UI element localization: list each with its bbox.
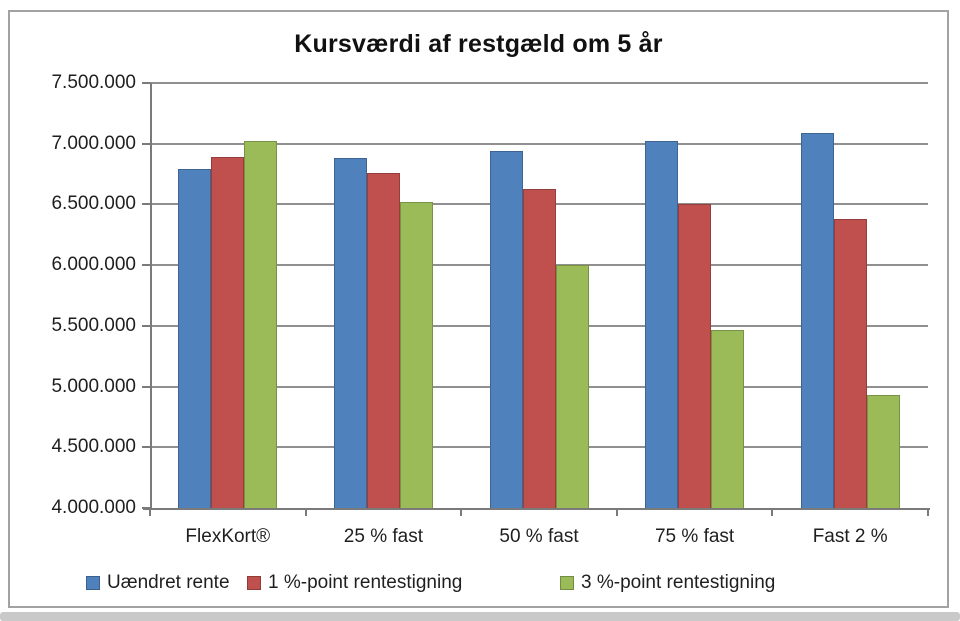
plot-area <box>150 83 928 508</box>
bar-2-series-1 <box>333 158 367 508</box>
x-axis-category-label: 75 % fast <box>654 526 735 547</box>
legend-item: 3 %-point rentestigning <box>560 572 775 594</box>
bar-3-series-1 <box>489 151 523 508</box>
y-axis-tick <box>142 385 150 388</box>
bar-1-series-1 <box>178 169 212 508</box>
y-axis-tick <box>142 264 150 267</box>
bar-2-series-3 <box>399 202 433 508</box>
x-axis-category-label: Fast 2 % <box>812 526 888 547</box>
gridline <box>150 82 928 84</box>
x-axis-category-label: FlexKort® <box>185 526 271 547</box>
y-axis-tick-label: 4.500.000 <box>51 436 136 458</box>
bar-3-series-3 <box>555 265 589 508</box>
bar-4-series-1 <box>645 141 679 508</box>
legend-item: 1 %-point rentestigning <box>247 572 462 594</box>
x-axis-tick <box>149 510 151 516</box>
y-axis-tick-label: 5.000.000 <box>51 375 136 397</box>
y-axis-tick-label: 7.000.000 <box>51 132 136 154</box>
x-axis-tick <box>927 510 929 516</box>
bar-4-series-3 <box>711 329 745 508</box>
legend-swatch-icon <box>560 576 574 590</box>
y-axis-tick <box>142 324 150 327</box>
legend-label: 1 %-point rentestigning <box>268 572 463 593</box>
x-axis-category-label: 50 % fast <box>499 526 579 547</box>
bar-1-series-2 <box>211 157 245 508</box>
y-axis-tick <box>142 203 150 206</box>
legend-swatch-icon <box>86 576 100 590</box>
bar-5-series-2 <box>833 219 867 508</box>
x-axis-tick <box>460 510 463 516</box>
bar-1-series-3 <box>244 141 278 508</box>
legend-label: Uændret rente <box>107 572 230 593</box>
legend-item: Uændret rente <box>86 572 230 594</box>
y-axis-line <box>150 83 152 510</box>
bar-5-series-3 <box>866 395 900 508</box>
bottom-divider <box>0 612 960 621</box>
y-axis-tick <box>142 507 150 509</box>
y-axis-tick <box>142 142 150 145</box>
bar-3-series-2 <box>522 188 556 508</box>
bar-5-series-1 <box>800 132 834 508</box>
x-axis-tick <box>615 510 618 516</box>
y-axis-tick-label: 5.500.000 <box>51 314 136 336</box>
y-axis-tick-label: 7.500.000 <box>51 72 136 93</box>
chart-title: Kursværdi af restgæld om 5 år <box>294 30 663 58</box>
y-axis-tick-label: 4.000.000 <box>51 497 136 518</box>
y-axis-tick-label: 6.000.000 <box>51 254 136 276</box>
legend-label: 3 %-point rentestigning <box>581 572 776 593</box>
gridline <box>150 142 928 145</box>
y-axis-tick <box>142 446 150 449</box>
x-axis-tick <box>304 510 307 516</box>
legend-swatch-icon <box>247 576 261 590</box>
bar-4-series-2 <box>678 204 712 508</box>
x-axis-tick <box>771 510 774 516</box>
bar-2-series-2 <box>366 172 400 508</box>
y-axis-tick <box>142 82 150 84</box>
x-axis-category-label: 25 % fast <box>343 526 423 547</box>
y-axis-tick-label: 6.500.000 <box>51 193 136 215</box>
x-axis-line <box>143 508 930 510</box>
